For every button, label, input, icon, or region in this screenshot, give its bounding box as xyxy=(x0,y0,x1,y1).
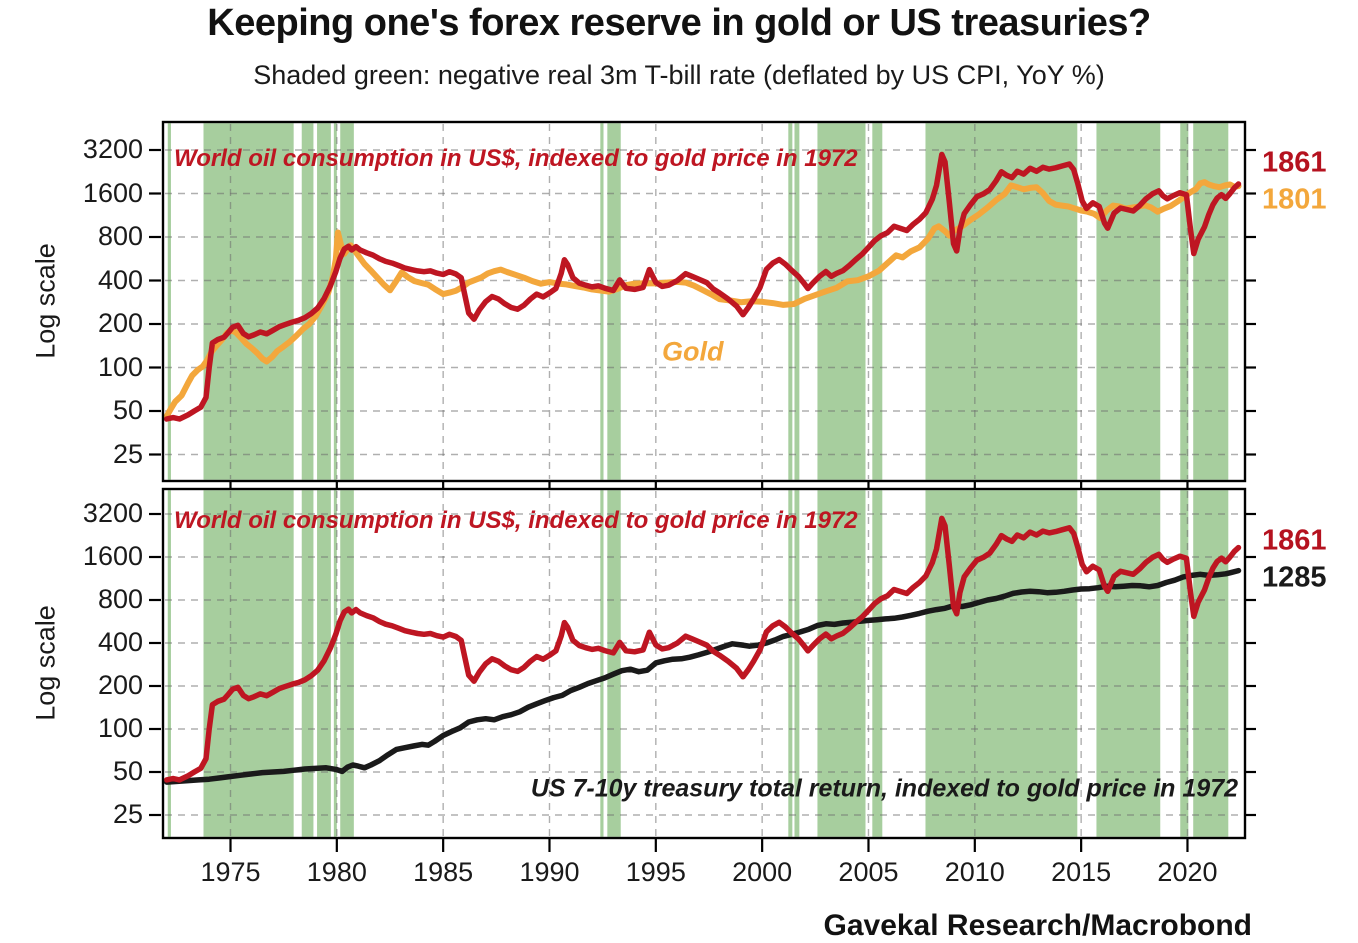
treasury-label: US 7-10y treasury total return, indexed … xyxy=(530,774,1238,803)
y-tick-label: 50 xyxy=(112,755,143,786)
panel-top xyxy=(149,120,1256,488)
x-tick-label: 1990 xyxy=(519,857,580,887)
y-tick-label: 3200 xyxy=(82,133,143,164)
y-tick-label: 1600 xyxy=(82,177,143,208)
y-tick-label: 25 xyxy=(112,438,143,469)
y-tick-label: 50 xyxy=(112,394,143,425)
panel-border xyxy=(161,120,1247,483)
y-tick-label: 1600 xyxy=(82,540,143,571)
x-tick-label: 1975 xyxy=(200,857,261,887)
panel-bottom xyxy=(149,487,1256,852)
x-tick-label: 1985 xyxy=(413,857,474,887)
end-label-bottom-1: 1285 xyxy=(1262,561,1327,594)
end-label-bottom-0: 1861 xyxy=(1262,524,1327,557)
y-tick-label: 800 xyxy=(97,583,143,614)
y-tick-label: 100 xyxy=(97,712,143,743)
chart-title: Keeping one's forex reserve in gold or U… xyxy=(207,2,1151,44)
x-tick-label: 2005 xyxy=(838,857,899,887)
chart-subtitle: Shaded green: negative real 3m T-bill ra… xyxy=(253,60,1105,90)
y-tick-label: 25 xyxy=(112,798,143,829)
series-oil-bottom xyxy=(163,515,1242,783)
x-tick-label: 2015 xyxy=(1051,857,1112,887)
gridlines xyxy=(165,491,1243,836)
series-gold-top xyxy=(163,179,1242,420)
x-tick-label: 2020 xyxy=(1157,857,1218,887)
y-tick-label: 400 xyxy=(97,264,143,295)
x-tick-label: 1995 xyxy=(625,857,686,887)
x-tick-label: 2000 xyxy=(732,857,793,887)
x-tick-label: 1980 xyxy=(306,857,367,887)
y-tick-label: 3200 xyxy=(82,497,143,528)
y-tick-label: 200 xyxy=(97,307,143,338)
x-tick-label: 2010 xyxy=(944,857,1005,887)
gold-label: Gold xyxy=(662,336,724,367)
end-label-top-0: 1861 xyxy=(1262,146,1327,179)
series-oil-top xyxy=(163,151,1242,422)
panel-border xyxy=(161,487,1247,840)
gridlines xyxy=(165,124,1243,479)
y-tick-label: 400 xyxy=(97,626,143,657)
y-tick-label: 100 xyxy=(97,351,143,382)
y-tick-label: 200 xyxy=(97,669,143,700)
panel-annotation-top: World oil consumption in US$, indexed to… xyxy=(174,145,858,172)
end-label-top-1: 1801 xyxy=(1262,183,1327,216)
tick-marks xyxy=(149,148,1256,488)
panel-annotation-bottom: World oil consumption in US$, indexed to… xyxy=(174,507,858,534)
y-tick-label: 800 xyxy=(97,220,143,251)
tick-marks xyxy=(149,512,1256,852)
